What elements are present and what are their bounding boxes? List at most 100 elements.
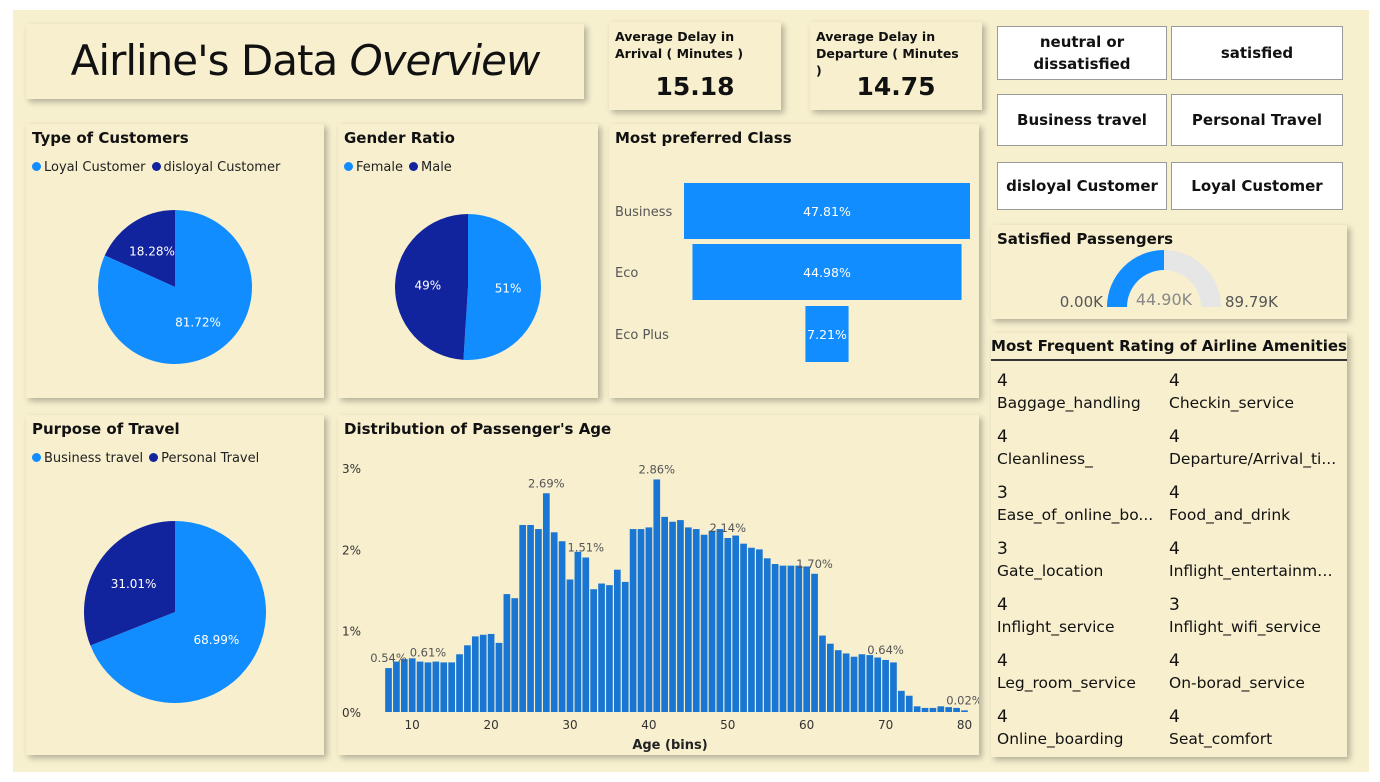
histogram-bar[interactable] — [787, 565, 795, 712]
pie-slice[interactable] — [84, 521, 175, 646]
legend-item[interactable]: disloyal Customer — [151, 160, 280, 175]
histogram-bar[interactable] — [953, 707, 960, 712]
histogram-bar[interactable] — [582, 557, 590, 712]
histogram-bar[interactable] — [716, 529, 724, 712]
histogram-bar[interactable] — [629, 529, 637, 712]
histogram-bar[interactable] — [819, 635, 826, 712]
legend-item[interactable]: Personal Travel — [149, 451, 259, 466]
histogram-bar[interactable] — [858, 654, 866, 712]
histogram-bar[interactable] — [669, 521, 676, 712]
histogram-bar[interactable] — [542, 493, 550, 712]
histogram-bar[interactable] — [732, 535, 740, 712]
pie-slice[interactable] — [395, 214, 468, 360]
histogram-bar[interactable] — [606, 585, 613, 712]
histogram-bar[interactable] — [921, 707, 929, 712]
pie-slice[interactable] — [104, 210, 175, 287]
histogram-bar[interactable] — [866, 655, 874, 712]
histogram-bar[interactable] — [724, 537, 732, 712]
histogram-bar[interactable] — [700, 534, 708, 712]
slicer-neutral-dissatisfied[interactable]: neutral or dissatisfied — [997, 26, 1167, 80]
histogram-bar[interactable] — [574, 551, 582, 712]
histogram-bar[interactable] — [519, 524, 526, 712]
histogram-bar[interactable] — [456, 654, 463, 712]
slicer-satisfied[interactable]: satisfied — [1171, 26, 1343, 80]
histogram-bar[interactable] — [929, 707, 937, 712]
histogram-bar[interactable] — [740, 543, 747, 712]
histogram-bar[interactable] — [842, 653, 850, 712]
slicer-loyal-customer[interactable]: Loyal Customer — [1171, 162, 1343, 210]
histogram-bar[interactable] — [621, 581, 629, 712]
histogram-bar[interactable] — [448, 662, 455, 712]
histogram-bar[interactable] — [771, 564, 779, 712]
histogram-bar[interactable] — [898, 690, 905, 712]
histogram-bar[interactable] — [834, 650, 842, 712]
histogram-bar[interactable] — [400, 659, 408, 712]
rating-item: 3 Inflight_wifi_service — [1169, 594, 1341, 638]
histogram-bar[interactable] — [763, 558, 771, 712]
slicer-business-travel[interactable]: Business travel — [997, 94, 1167, 146]
histogram-bar[interactable] — [874, 657, 882, 712]
customers-legend: Loyal Customer disloyal Customer — [32, 160, 286, 175]
legend-item[interactable]: Female — [344, 160, 403, 175]
histogram-bar[interactable] — [613, 569, 621, 712]
histogram-bar[interactable] — [479, 634, 487, 712]
histogram-bar[interactable] — [590, 589, 598, 712]
histogram-bar[interactable] — [637, 529, 645, 712]
histogram-bar[interactable] — [432, 661, 440, 712]
legend-item[interactable]: Loyal Customer — [32, 160, 146, 175]
histogram-bar[interactable] — [795, 565, 803, 712]
histogram-bar[interactable] — [755, 549, 763, 712]
histogram-bar[interactable] — [913, 706, 921, 712]
histogram-bar[interactable] — [661, 516, 669, 712]
histogram-bar[interactable] — [464, 645, 471, 712]
histogram-bar[interactable] — [692, 529, 700, 712]
histogram-bar[interactable] — [827, 643, 834, 712]
slicer-personal-travel[interactable]: Personal Travel — [1171, 94, 1343, 146]
histogram-bar[interactable] — [566, 579, 574, 712]
pie-slice[interactable] — [90, 521, 266, 703]
histogram-bar[interactable] — [684, 527, 692, 712]
histogram-bar[interactable] — [471, 636, 479, 712]
histogram-bar[interactable] — [511, 598, 519, 712]
histogram-bar[interactable] — [558, 541, 566, 712]
histogram-bar[interactable] — [408, 658, 416, 712]
histogram-bar[interactable] — [708, 530, 716, 712]
histogram-bar[interactable] — [385, 668, 392, 712]
funnel-bar[interactable] — [684, 183, 970, 239]
legend-item[interactable]: Male — [409, 160, 452, 175]
legend-item[interactable]: Business travel — [32, 451, 143, 466]
histogram-bar[interactable] — [393, 661, 400, 712]
histogram-bar[interactable] — [598, 583, 605, 712]
histogram-bar[interactable] — [811, 573, 818, 712]
histogram-bar[interactable] — [416, 661, 424, 712]
histogram-bar[interactable] — [890, 662, 897, 712]
histogram-bar[interactable] — [850, 656, 858, 712]
pie-slice[interactable] — [463, 214, 541, 360]
class-card: Most preferred Class Business 47.81% Eco 44… — [609, 124, 979, 398]
histogram-bar[interactable] — [677, 520, 684, 712]
histogram-bar[interactable] — [905, 695, 913, 712]
pie-slice-label: 49% — [415, 279, 442, 293]
histogram-bar[interactable] — [440, 662, 448, 712]
histogram-bar[interactable] — [487, 633, 495, 712]
histogram-bar[interactable] — [945, 707, 953, 712]
histogram-bar[interactable] — [748, 547, 755, 712]
histogram-bar[interactable] — [937, 706, 945, 712]
histogram-bar[interactable] — [653, 479, 661, 712]
histogram-bar[interactable] — [503, 594, 511, 712]
pie-slice[interactable] — [97, 210, 253, 364]
histogram-bar[interactable] — [550, 532, 558, 712]
histogram-bar[interactable] — [527, 524, 534, 712]
histogram-bar[interactable] — [779, 565, 787, 712]
histogram-bar[interactable] — [424, 662, 432, 712]
histogram-bar[interactable] — [803, 566, 811, 712]
funnel-bar[interactable] — [805, 306, 849, 362]
funnel-bar[interactable] — [692, 244, 962, 300]
slicer-disloyal-customer[interactable]: disloyal Customer — [997, 162, 1167, 210]
histogram-bar[interactable] — [495, 642, 503, 712]
age-x-axis-label: Age (bins) — [632, 738, 707, 753]
histogram-bar[interactable] — [645, 527, 653, 712]
histogram-bar[interactable] — [882, 659, 889, 712]
histogram-bar[interactable] — [535, 529, 542, 712]
histogram-bar[interactable] — [961, 710, 968, 712]
